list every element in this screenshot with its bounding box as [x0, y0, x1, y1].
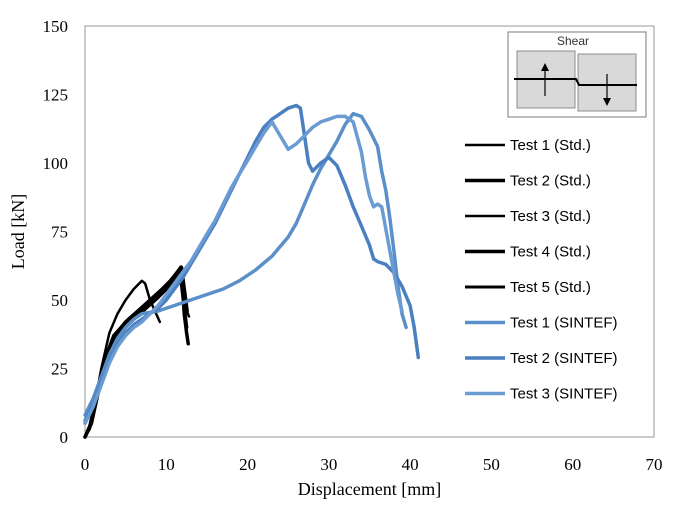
- series-layer: [83, 103, 421, 439]
- x-tick-label: 30: [320, 455, 337, 474]
- arrow-down-icon: [603, 74, 611, 106]
- series-line-4: [83, 270, 189, 439]
- series-line-3: [83, 268, 191, 439]
- y-tick-label: 25: [51, 360, 68, 379]
- series-line-6: [83, 111, 408, 417]
- series-line-8: [83, 114, 404, 426]
- y-tick-label: 0: [60, 428, 69, 447]
- y-tick-labels: 0 25 50 75 100 125 150: [43, 17, 69, 447]
- arrow-up-icon: [541, 63, 549, 96]
- plot-area-border: [84, 25, 655, 438]
- legend-label-2: Test 2 (Std.): [510, 173, 591, 190]
- y-axis-label: Load [kN]: [8, 194, 28, 269]
- y-tick-label: 75: [51, 223, 68, 242]
- legend-label-1: Test 1 (Std.): [510, 137, 591, 154]
- legend-label-6: Test 1 (SINTEF): [510, 315, 618, 332]
- shear-inset: Shear: [507, 31, 647, 118]
- x-axis-label: Displacement [mm]: [298, 479, 441, 499]
- legend-label-8: Test 3 (SINTEF): [510, 386, 618, 403]
- y-tick-label: 100: [43, 154, 69, 173]
- x-tick-label: 0: [81, 455, 90, 474]
- x-tick-label: 70: [646, 455, 663, 474]
- x-tick-label: 10: [158, 455, 175, 474]
- x-tick-label: 40: [402, 455, 419, 474]
- legend-label-4: Test 4 (Std.): [510, 244, 591, 261]
- inset-title: Shear: [557, 34, 589, 48]
- legend-label-7: Test 2 (SINTEF): [510, 350, 618, 367]
- legend: Test 1 (Std.) Test 2 (Std.) Test 3 (Std.) T…: [465, 137, 618, 403]
- y-tick-label: 150: [43, 17, 69, 36]
- legend-label-3: Test 3 (Std.): [510, 208, 591, 225]
- x-tick-label: 20: [239, 455, 256, 474]
- y-tick-label: 125: [43, 86, 69, 105]
- x-tick-label: 60: [564, 455, 581, 474]
- y-tick-label: 50: [51, 291, 68, 310]
- x-tick-labels: 0 10 20 30 40 50 60 70: [81, 455, 663, 474]
- legend-label-5: Test 5 (Std.): [510, 279, 591, 296]
- x-tick-label: 50: [483, 455, 500, 474]
